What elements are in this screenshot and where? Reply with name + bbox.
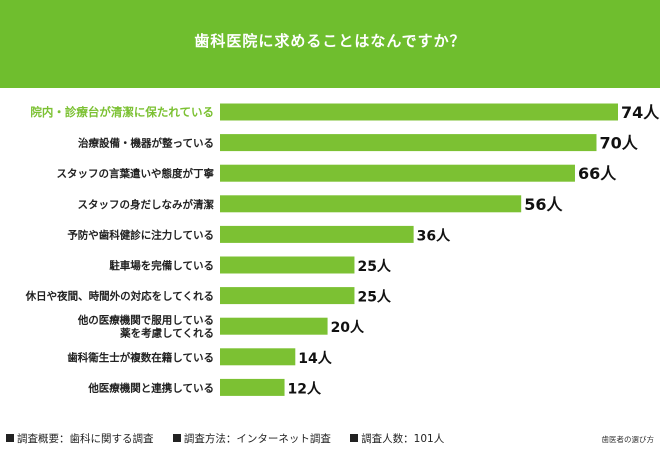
- value-label-2: 66人: [578, 164, 617, 183]
- value-label-9: 12人: [288, 380, 322, 397]
- bar-0: [220, 103, 618, 121]
- bar-2: [220, 164, 575, 182]
- category-label-7: 他の医療機関で服用している薬を考慮してくれる: [77, 314, 214, 340]
- category-label-4: 予防や歯科健診に注力している: [67, 228, 214, 241]
- category-label-6: 休日や夜間、時間外の対応をしてくれる: [25, 290, 214, 303]
- bar-3: [220, 195, 522, 213]
- value-label-5: 25人: [357, 258, 391, 275]
- category-label-5: 駐車場を完備している: [109, 259, 214, 272]
- bar-1: [220, 134, 597, 152]
- bar-8: [220, 348, 296, 366]
- value-label-8: 14人: [298, 350, 332, 367]
- value-label-6: 25人: [357, 289, 391, 306]
- square-bullet-icon: [172, 434, 181, 442]
- survey-overview: 調査概要：歯科に関する調査: [6, 433, 154, 445]
- square-bullet-icon: [6, 434, 14, 442]
- category-label-2: スタッフの言葉遣いや態度が丁寧: [57, 167, 215, 180]
- value-label-1: 70人: [599, 134, 638, 153]
- value-label-0: 74人: [621, 103, 660, 122]
- chart-title: 歯科医院に求めることはなんですか？: [194, 32, 466, 50]
- survey-respondents: 調査人数：101人: [350, 433, 444, 445]
- survey-method: 調査方法：インターネット調査: [172, 433, 331, 445]
- bar-4: [220, 225, 414, 243]
- category-label-1: 治療設備・機器が整っている: [78, 137, 214, 150]
- header-banner: [0, 0, 660, 88]
- survey-footer: 調査概要：歯科に関する調査 調査方法：インターネット調査 調査人数：101人: [6, 431, 460, 446]
- source-credit: 歯医者の選び方: [601, 435, 655, 444]
- bar-9: [220, 378, 285, 396]
- square-bullet-icon: [350, 434, 359, 442]
- value-label-3: 56人: [524, 195, 563, 214]
- category-label-3: スタッフの身だしなみが清潔: [78, 198, 215, 211]
- category-label-0: 院内・診療台が清潔に保たれている: [30, 105, 214, 119]
- value-label-4: 36人: [417, 227, 451, 244]
- bar-6: [220, 287, 355, 305]
- category-label-8: 歯科衛生士が複数在籍している: [67, 351, 214, 364]
- bar-7: [220, 317, 328, 335]
- bar-5: [220, 256, 355, 274]
- category-label-9: 他医療機関と連携している: [87, 381, 214, 394]
- value-label-7: 20人: [331, 319, 365, 336]
